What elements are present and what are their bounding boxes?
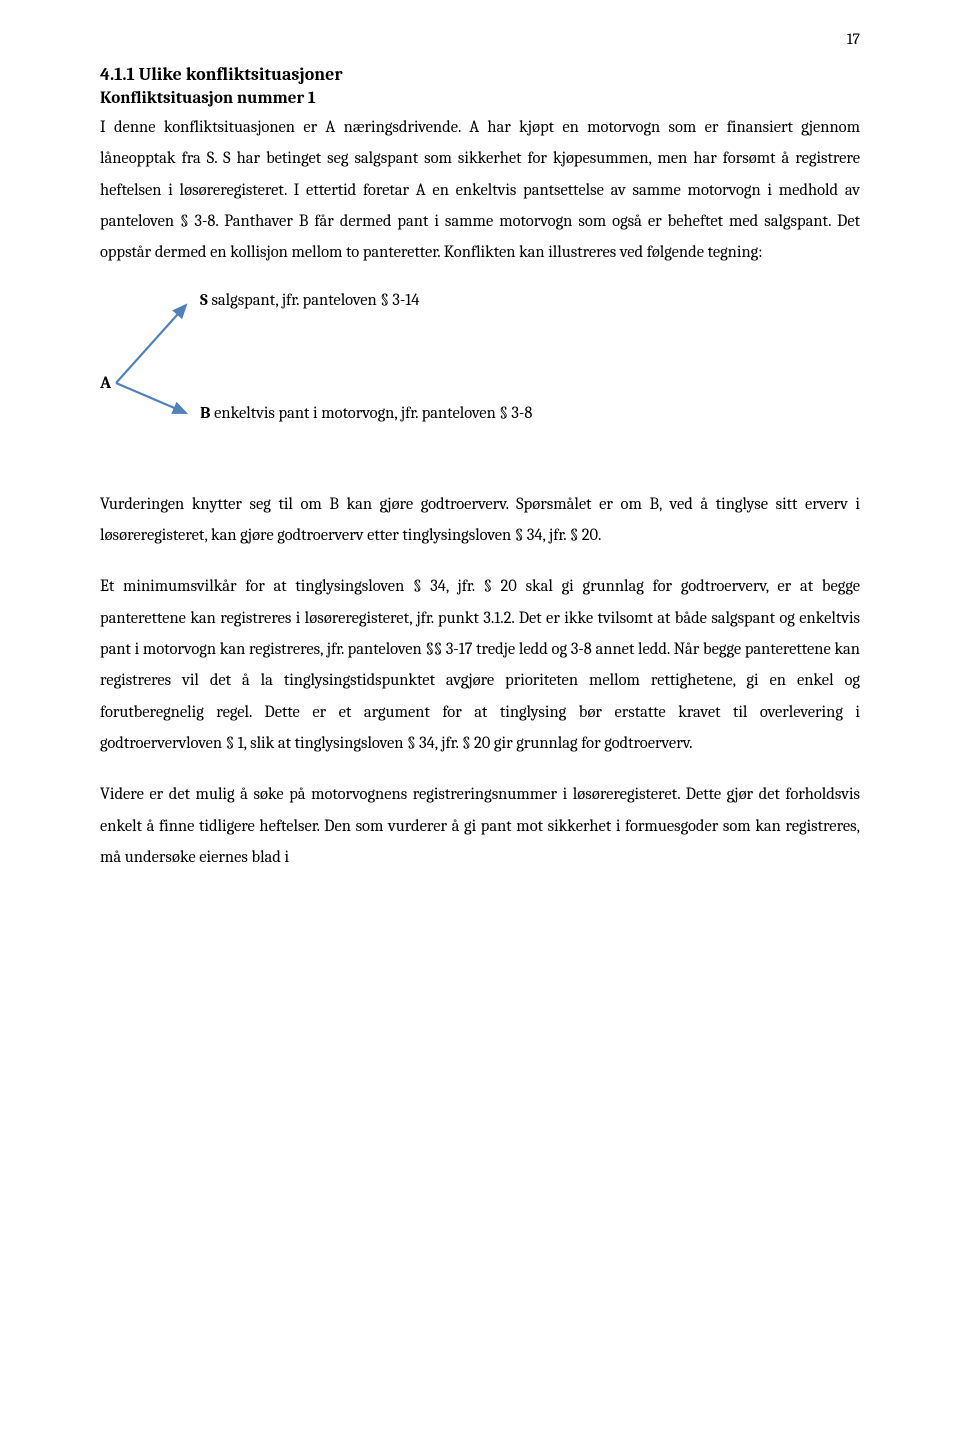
arrow-to-s xyxy=(116,305,186,383)
subsection-heading: Konfliktsituasjon nummer 1 xyxy=(100,89,860,108)
paragraph-4: Videre er det mulig å søke på motorvogne… xyxy=(100,779,860,873)
paragraph-3: Et minimumsvilkår for at tinglysingslove… xyxy=(100,571,860,759)
diagram-node-b-text: enkeltvis pant i motorvogn, jfr. pantelo… xyxy=(210,404,532,423)
conflict-diagram: A S salgspant, jfr. panteloven § 3-14 B … xyxy=(100,289,860,459)
diagram-node-a: A xyxy=(100,374,111,393)
diagram-node-b-label: B xyxy=(200,404,210,423)
paragraph-2: Vurderingen knytter seg til om B kan gjø… xyxy=(100,489,860,552)
page-number: 17 xyxy=(847,30,860,48)
arrow-to-b xyxy=(116,383,186,413)
diagram-node-s-label: S xyxy=(200,291,208,310)
diagram-arrows xyxy=(114,295,194,425)
diagram-node-s-text: salgspant, jfr. panteloven § 3-14 xyxy=(208,291,420,310)
diagram-node-s-row: S salgspant, jfr. panteloven § 3-14 xyxy=(200,291,419,310)
diagram-node-b-row: B enkeltvis pant i motorvogn, jfr. pante… xyxy=(200,404,532,423)
paragraph-1: I denne konfliktsituasjonen er A nærings… xyxy=(100,112,860,269)
page: 17 4.1.1 Ulike konfliktsituasjoner Konfl… xyxy=(0,0,960,1434)
section-heading: 4.1.1 Ulike konfliktsituasjoner xyxy=(100,64,860,85)
